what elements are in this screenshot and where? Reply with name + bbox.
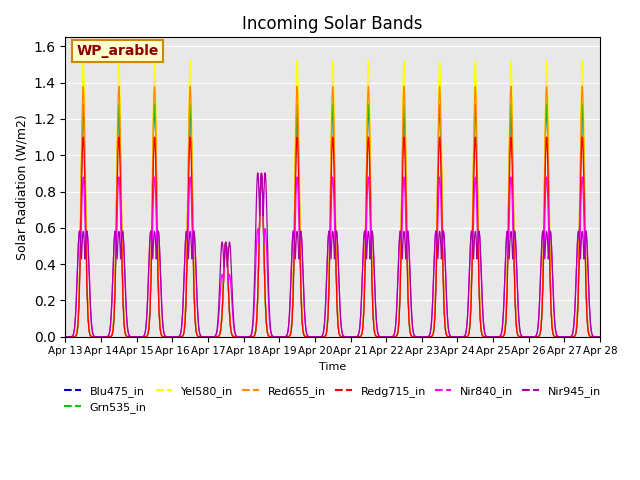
Yel580_in bbox=[313, 334, 321, 340]
Legend: Blu475_in, Grn535_in, Yel580_in, Red655_in, Redg715_in, Nir840_in, Nir945_in: Blu475_in, Grn535_in, Yel580_in, Red655_… bbox=[60, 381, 605, 418]
Red655_in bbox=[313, 334, 321, 340]
Line: Nir945_in: Nir945_in bbox=[65, 173, 600, 337]
Blu475_in bbox=[452, 334, 460, 340]
Grn535_in bbox=[483, 334, 490, 340]
Grn535_in bbox=[157, 332, 165, 338]
Nir840_in bbox=[452, 334, 460, 340]
Redg715_in bbox=[79, 134, 87, 140]
Grn535_in bbox=[452, 334, 460, 340]
Yel580_in bbox=[157, 332, 165, 338]
Blu475_in bbox=[483, 334, 490, 340]
Line: Yel580_in: Yel580_in bbox=[65, 61, 600, 337]
Yel580_in bbox=[79, 58, 87, 64]
Nir840_in bbox=[483, 334, 490, 339]
Line: Blu475_in: Blu475_in bbox=[65, 105, 600, 337]
Blu475_in bbox=[79, 102, 87, 108]
Nir945_in bbox=[452, 334, 460, 340]
Red655_in bbox=[483, 334, 490, 340]
Redg715_in bbox=[452, 334, 460, 340]
Grn535_in bbox=[595, 334, 603, 340]
Nir840_in bbox=[595, 334, 603, 340]
Grn535_in bbox=[423, 334, 431, 340]
Grn535_in bbox=[596, 334, 604, 340]
Blu475_in bbox=[313, 334, 321, 340]
Blu475_in bbox=[423, 334, 431, 340]
Red655_in bbox=[79, 84, 87, 89]
Yel580_in bbox=[596, 334, 604, 340]
Redg715_in bbox=[596, 334, 604, 340]
Title: Incoming Solar Bands: Incoming Solar Bands bbox=[243, 15, 423, 33]
Blu475_in bbox=[61, 334, 69, 340]
Redg715_in bbox=[595, 334, 603, 340]
Y-axis label: Solar Radiation (W/m2): Solar Radiation (W/m2) bbox=[15, 114, 28, 260]
Text: WP_arable: WP_arable bbox=[76, 44, 159, 58]
Yel580_in bbox=[452, 334, 460, 340]
Nir945_in bbox=[595, 334, 603, 340]
Line: Red655_in: Red655_in bbox=[65, 86, 600, 337]
Yel580_in bbox=[483, 334, 491, 340]
Red655_in bbox=[157, 332, 165, 338]
Yel580_in bbox=[61, 334, 69, 340]
Nir840_in bbox=[596, 334, 604, 340]
Nir945_in bbox=[313, 334, 321, 340]
Red655_in bbox=[61, 334, 69, 340]
Line: Nir840_in: Nir840_in bbox=[65, 173, 600, 337]
Nir840_in bbox=[257, 170, 265, 176]
Blu475_in bbox=[595, 334, 603, 340]
Nir945_in bbox=[596, 334, 604, 340]
X-axis label: Time: Time bbox=[319, 362, 346, 372]
Blu475_in bbox=[157, 332, 165, 338]
Redg715_in bbox=[61, 334, 69, 340]
Nir840_in bbox=[313, 334, 321, 340]
Nir945_in bbox=[61, 334, 69, 340]
Yel580_in bbox=[596, 334, 604, 340]
Redg715_in bbox=[157, 333, 165, 338]
Red655_in bbox=[596, 334, 604, 340]
Yel580_in bbox=[239, 334, 247, 340]
Nir840_in bbox=[423, 334, 431, 339]
Nir945_in bbox=[157, 297, 165, 302]
Grn535_in bbox=[313, 334, 321, 340]
Redg715_in bbox=[423, 334, 431, 340]
Nir945_in bbox=[423, 334, 431, 339]
Nir840_in bbox=[157, 297, 165, 302]
Red655_in bbox=[423, 334, 431, 340]
Blu475_in bbox=[596, 334, 604, 340]
Line: Grn535_in: Grn535_in bbox=[65, 105, 600, 337]
Grn535_in bbox=[61, 334, 69, 340]
Yel580_in bbox=[423, 334, 431, 340]
Red655_in bbox=[595, 334, 603, 340]
Redg715_in bbox=[313, 334, 321, 340]
Nir945_in bbox=[261, 170, 269, 176]
Red655_in bbox=[452, 334, 460, 340]
Nir840_in bbox=[61, 334, 69, 340]
Grn535_in bbox=[79, 102, 87, 108]
Line: Redg715_in: Redg715_in bbox=[65, 137, 600, 337]
Redg715_in bbox=[483, 334, 490, 340]
Nir945_in bbox=[483, 334, 490, 339]
